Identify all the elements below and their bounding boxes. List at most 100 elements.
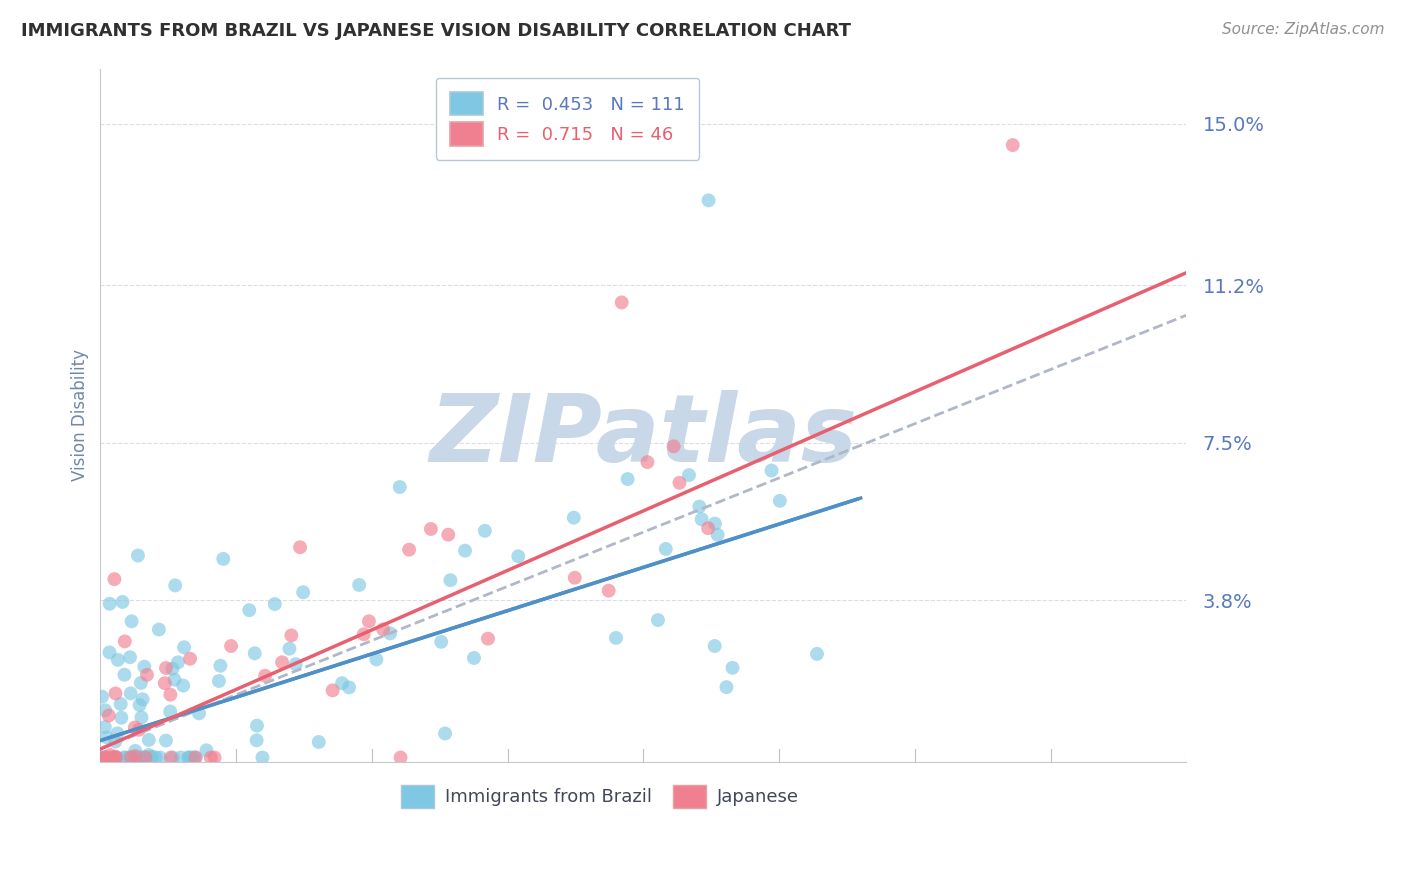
Point <box>662 439 685 453</box>
Point <box>688 500 710 514</box>
Point <box>94 703 117 717</box>
Point <box>655 541 678 556</box>
Point <box>129 676 152 690</box>
Point <box>134 659 156 673</box>
Point <box>104 749 127 764</box>
Point <box>697 521 720 535</box>
Point <box>131 750 153 764</box>
Point <box>104 686 127 700</box>
Point <box>263 597 285 611</box>
Point <box>430 635 453 649</box>
Point <box>357 614 380 628</box>
Point <box>165 578 187 592</box>
Point <box>177 750 200 764</box>
Point <box>128 750 150 764</box>
Point <box>212 552 235 566</box>
Point <box>477 632 499 646</box>
Point <box>769 493 792 508</box>
Point <box>288 540 311 554</box>
Point <box>128 723 150 737</box>
Point <box>105 750 128 764</box>
Point <box>200 750 222 764</box>
Text: Source: ZipAtlas.com: Source: ZipAtlas.com <box>1222 22 1385 37</box>
Point <box>439 573 461 587</box>
Point <box>145 750 167 764</box>
Point <box>138 732 160 747</box>
Point <box>562 510 585 524</box>
Point <box>668 475 690 490</box>
Point <box>353 627 375 641</box>
Point <box>179 651 201 665</box>
Point <box>616 472 638 486</box>
Point <box>93 750 115 764</box>
Point <box>149 750 172 764</box>
Point <box>159 750 181 764</box>
Point <box>308 735 330 749</box>
Point <box>292 585 315 599</box>
Point <box>219 639 242 653</box>
Point <box>703 639 725 653</box>
Point <box>508 549 530 564</box>
Point <box>188 706 211 721</box>
Point <box>605 631 627 645</box>
Point <box>131 710 153 724</box>
Point <box>678 468 700 483</box>
Point <box>127 549 149 563</box>
Point <box>103 750 125 764</box>
Point <box>371 623 394 637</box>
Point <box>131 692 153 706</box>
Point <box>172 679 194 693</box>
Point <box>103 572 125 586</box>
Point <box>204 750 226 764</box>
Point <box>118 650 141 665</box>
Point <box>134 750 156 764</box>
Point <box>610 295 633 310</box>
Point <box>120 750 142 764</box>
Point <box>184 750 207 764</box>
Point <box>94 750 117 764</box>
Point <box>761 463 783 477</box>
Point <box>98 645 121 659</box>
Point <box>721 661 744 675</box>
Point <box>284 657 307 672</box>
Point <box>101 750 124 764</box>
Point <box>254 669 277 683</box>
Point <box>419 522 441 536</box>
Legend: Immigrants from Brazil, Japanese: Immigrants from Brazil, Japanese <box>394 778 806 815</box>
Point <box>690 512 713 526</box>
Point <box>162 750 184 764</box>
Point <box>114 750 136 764</box>
Point <box>163 673 186 687</box>
Point <box>98 597 121 611</box>
Point <box>96 731 118 745</box>
Point <box>128 698 150 712</box>
Text: IMMIGRANTS FROM BRAZIL VS JAPANESE VISION DISABILITY CORRELATION CHART: IMMIGRANTS FROM BRAZIL VS JAPANESE VISIO… <box>21 22 851 40</box>
Point <box>118 750 141 764</box>
Point <box>89 750 111 764</box>
Point <box>125 750 148 764</box>
Point <box>704 516 727 531</box>
Point <box>177 750 200 764</box>
Point <box>107 653 129 667</box>
Point <box>98 750 121 764</box>
Point <box>162 662 184 676</box>
Point <box>107 726 129 740</box>
Point <box>180 750 202 764</box>
Text: ZIPatlas: ZIPatlas <box>429 390 858 482</box>
Point <box>706 528 728 542</box>
Point <box>434 726 457 740</box>
Y-axis label: Vision Disability: Vision Disability <box>72 349 89 481</box>
Point <box>98 747 121 762</box>
Point <box>94 720 117 734</box>
Point <box>141 749 163 764</box>
Point <box>246 718 269 732</box>
Point <box>378 626 401 640</box>
Point <box>120 686 142 700</box>
Point <box>93 750 115 764</box>
Point <box>271 655 294 669</box>
Point <box>463 651 485 665</box>
Point <box>138 750 160 764</box>
Point <box>94 750 117 764</box>
Point <box>104 750 127 764</box>
Point <box>347 578 370 592</box>
